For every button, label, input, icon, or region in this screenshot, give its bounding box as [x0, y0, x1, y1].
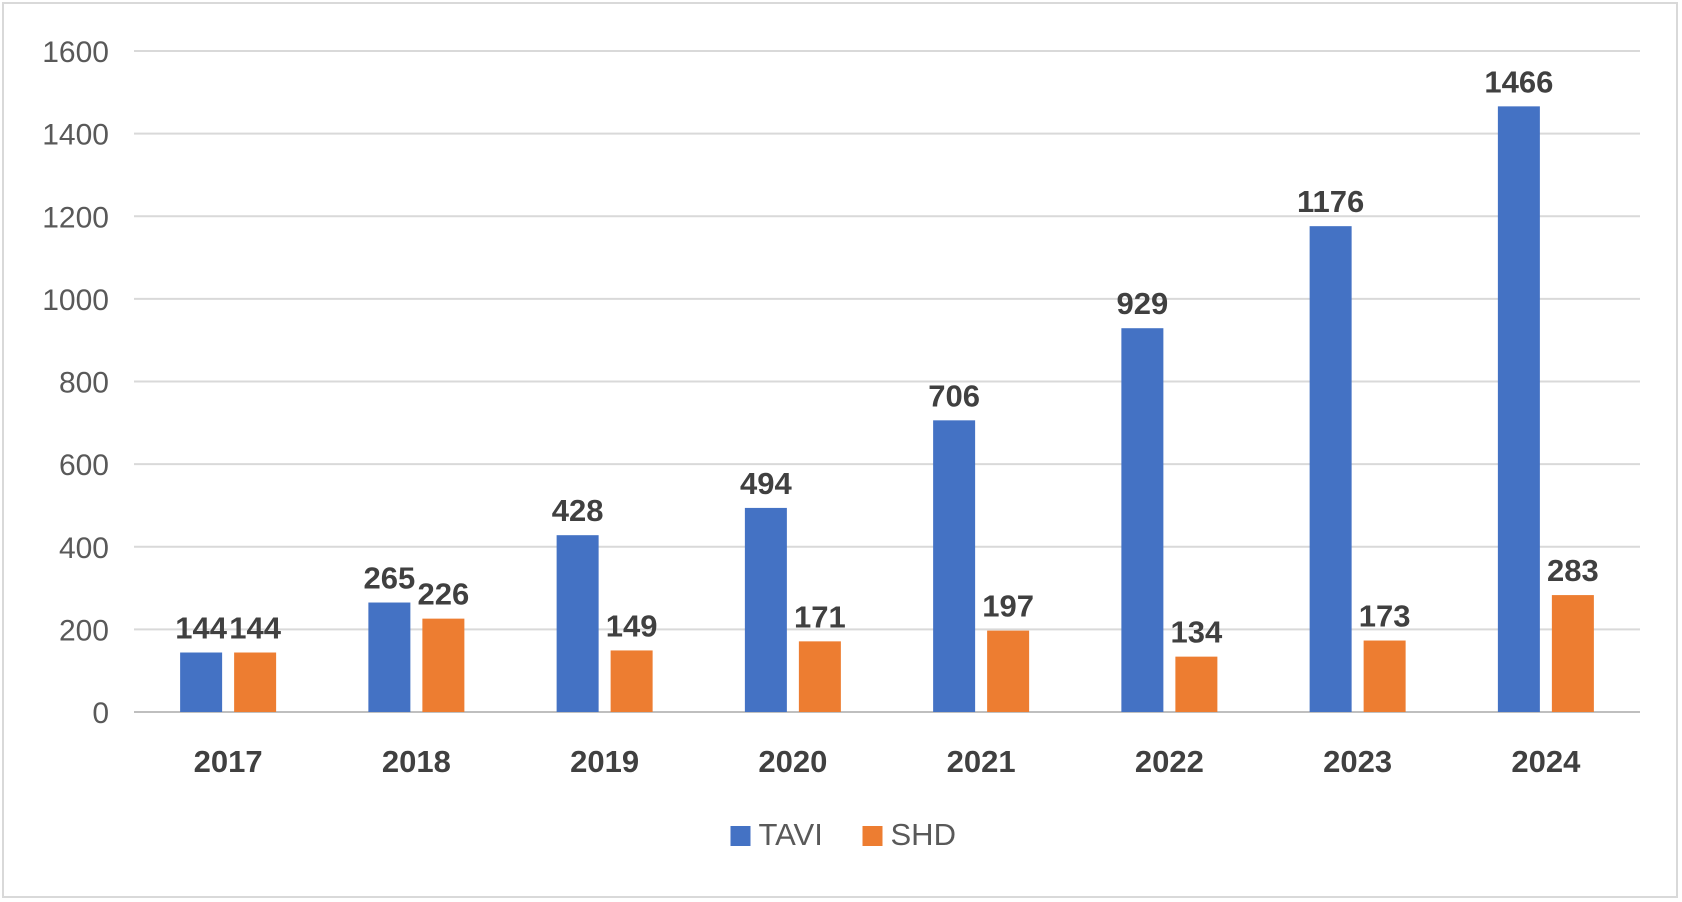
- y-tick-label: 200: [59, 614, 109, 647]
- x-tick-label: 2021: [947, 744, 1016, 779]
- bar-tavi-2018: [368, 602, 411, 712]
- y-tick-label: 1600: [42, 36, 109, 69]
- data-label-tavi-2024: 1466: [1484, 64, 1553, 99]
- data-label-tavi-2021: 706: [928, 378, 980, 413]
- bar-shd-2024: [1551, 595, 1594, 712]
- data-label-tavi-2023: 1176: [1297, 184, 1364, 219]
- legend: TAVI SHD: [730, 817, 956, 852]
- data-label-shd-2019: 149: [606, 608, 658, 643]
- legend-swatch: [862, 826, 883, 846]
- bar-tavi-2017: [180, 652, 223, 712]
- data-label-shd-2022: 134: [1171, 615, 1223, 650]
- data-label-tavi-2018: 265: [364, 561, 416, 596]
- bar-tavi-2024: [1497, 106, 1540, 712]
- data-label-tavi-2017: 144: [175, 611, 227, 646]
- y-tick-label: 1000: [42, 284, 109, 317]
- y-axis: 0 200 400 600 800 1000 1200 1400 1600: [42, 36, 109, 730]
- legend-label: TAVI: [759, 817, 823, 852]
- data-label-shd-2023: 173: [1359, 599, 1411, 634]
- bar-shd-2018: [422, 618, 465, 712]
- bars: [180, 106, 1594, 713]
- data-label-shd-2021: 197: [982, 589, 1034, 624]
- data-label-tavi-2022: 929: [1117, 286, 1169, 321]
- bar-tavi-2021: [933, 420, 976, 712]
- y-tick-label: 400: [59, 532, 109, 565]
- bar-shd-2019: [610, 650, 653, 712]
- x-tick-label: 2023: [1323, 744, 1392, 779]
- legend-swatch: [730, 826, 751, 846]
- x-tick-label: 2024: [1511, 744, 1581, 779]
- bar-shd-2023: [1363, 640, 1406, 712]
- data-label-tavi-2020: 494: [740, 466, 792, 501]
- legend-label: SHD: [891, 817, 956, 852]
- bar-shd-2017: [234, 652, 277, 712]
- bar-tavi-2022: [1121, 328, 1164, 712]
- bar-tavi-2020: [744, 507, 787, 712]
- data-label-shd-2017: 144: [229, 611, 281, 646]
- legend-item-shd: SHD: [862, 817, 956, 852]
- bar-shd-2021: [987, 630, 1030, 712]
- y-tick-label: 1200: [42, 201, 109, 234]
- x-tick-label: 2022: [1135, 744, 1204, 779]
- y-tick-label: 800: [59, 367, 109, 400]
- data-labels: 144 144 265 226 428 149 494 171 706 197 929 134 1176…: [175, 64, 1598, 649]
- x-tick-label: 2017: [194, 744, 263, 779]
- bar-shd-2020: [798, 641, 841, 712]
- data-label-shd-2020: 171: [794, 599, 846, 634]
- gridlines: [134, 50, 1640, 713]
- y-tick-label: 600: [59, 449, 109, 482]
- x-tick-label: 2020: [758, 744, 827, 779]
- data-label-shd-2018: 226: [418, 577, 470, 612]
- data-label-tavi-2019: 428: [552, 493, 604, 528]
- x-tick-label: 2019: [570, 744, 639, 779]
- y-tick-label: 0: [92, 697, 109, 730]
- bar-shd-2022: [1175, 656, 1218, 712]
- bar-tavi-2023: [1309, 226, 1352, 713]
- x-axis: 2017 2018 2019 2020 2021 2022 2023 2024: [194, 744, 1581, 779]
- x-tick-label: 2018: [382, 744, 451, 779]
- data-label-shd-2024: 283: [1547, 553, 1599, 588]
- bar-tavi-2019: [556, 535, 599, 712]
- y-tick-label: 1400: [42, 119, 109, 152]
- legend-item-tavi: TAVI: [730, 817, 823, 852]
